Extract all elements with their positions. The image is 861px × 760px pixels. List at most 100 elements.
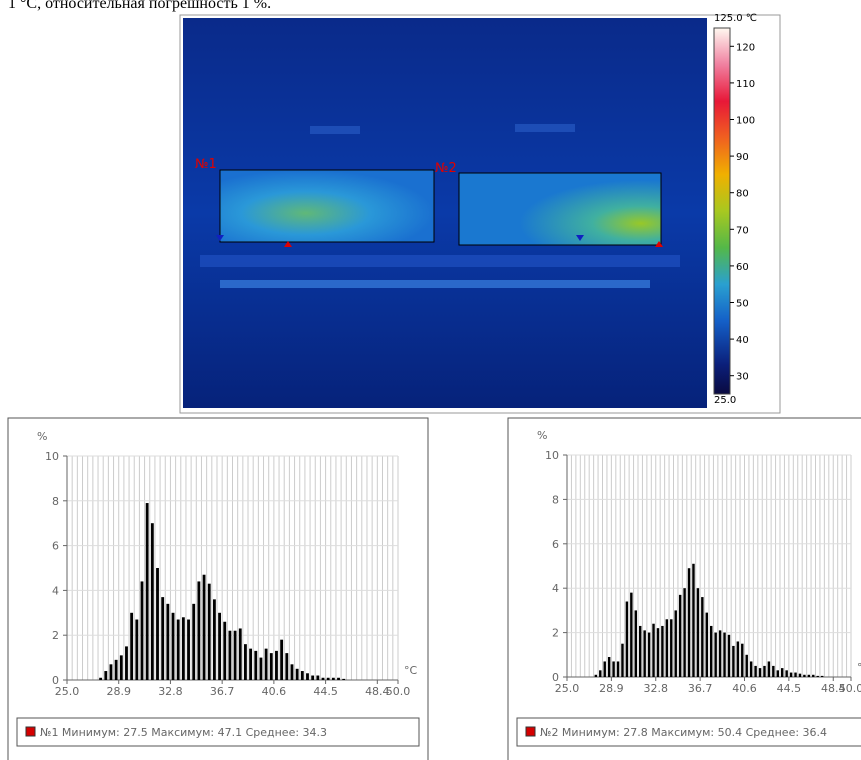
- bar: [678, 594, 682, 677]
- bar: [754, 665, 757, 677]
- bar: [652, 623, 655, 677]
- scale-tick-label: 110: [736, 79, 755, 90]
- bar: [767, 661, 771, 677]
- scale-min: 25.0: [714, 395, 736, 406]
- legend-box: [516, 717, 861, 747]
- bar: [758, 668, 762, 677]
- bar: [337, 677, 340, 680]
- bar: [616, 661, 620, 677]
- x-tick-label: 32.8: [644, 682, 669, 695]
- scale-tick-label: 70: [736, 225, 749, 236]
- bar: [665, 619, 669, 677]
- caption: 1 °С, относительная погрешность 1 %.: [8, 0, 271, 12]
- legend-box: [16, 717, 420, 747]
- bar: [634, 610, 638, 677]
- scale-tick-label: 100: [736, 116, 755, 127]
- bar: [625, 601, 629, 677]
- y-tick-label: 4: [552, 582, 559, 595]
- bar: [621, 643, 624, 677]
- bar: [705, 612, 709, 677]
- color-scale: [713, 27, 731, 395]
- bar: [218, 612, 221, 680]
- bar: [269, 653, 273, 680]
- bar: [718, 630, 722, 677]
- bar: [794, 672, 797, 677]
- bar: [807, 674, 811, 677]
- scale-tick-label: 50: [736, 299, 749, 310]
- chart-frame: [7, 417, 429, 760]
- bar: [150, 523, 154, 680]
- bar: [311, 675, 315, 680]
- reflection: [515, 124, 575, 132]
- x-tick-label: 50.0: [839, 682, 861, 695]
- scale-max: 125.0 ℃: [714, 13, 757, 24]
- bar: [594, 674, 598, 677]
- legend-text: №1 Минимум: 27.5 Максимум: 47.1 Среднее:…: [40, 726, 327, 739]
- bar: [300, 671, 304, 680]
- y-tick-label: 2: [52, 629, 59, 642]
- bar: [249, 648, 253, 680]
- bar: [683, 588, 686, 677]
- bar: [603, 661, 606, 677]
- bar: [156, 568, 159, 680]
- x-tick-label: 32.8: [158, 685, 183, 698]
- legend-text: №2 Минимум: 27.8 Максимум: 50.4 Среднее:…: [540, 726, 827, 739]
- region-label: №2: [435, 161, 457, 176]
- bar: [264, 648, 268, 680]
- legend-swatch: [25, 726, 36, 737]
- bar: [709, 625, 713, 677]
- scale-tick-label: 80: [736, 189, 749, 200]
- scale-tick-label: 60: [736, 262, 749, 273]
- bar: [212, 599, 216, 680]
- x-tick-label: 44.5: [777, 682, 802, 695]
- bar: [316, 675, 320, 680]
- x-tick-label: 25.0: [55, 685, 80, 698]
- bar: [714, 632, 717, 677]
- max-marker: [655, 241, 663, 247]
- bar: [656, 628, 660, 677]
- bar: [780, 668, 784, 677]
- bar: [670, 619, 673, 677]
- bar: [176, 619, 180, 680]
- bar: [295, 668, 299, 680]
- x-axis-label: °C: [857, 661, 861, 674]
- x-tick-label: 36.7: [688, 682, 713, 695]
- bar: [109, 664, 113, 680]
- x-tick-label: 36.7: [210, 685, 235, 698]
- bar: [259, 657, 263, 680]
- x-axis-label: °C: [404, 664, 418, 677]
- bar: [197, 581, 201, 680]
- bar: [223, 621, 227, 680]
- bar: [290, 664, 294, 680]
- bar: [166, 603, 170, 680]
- bar: [727, 634, 731, 677]
- y-tick-label: 6: [552, 538, 559, 551]
- bar: [244, 644, 247, 680]
- x-tick-label: 48.4: [365, 685, 390, 698]
- bar: [140, 581, 144, 680]
- max-marker: [284, 241, 292, 247]
- x-tick-label: 40.6: [732, 682, 757, 695]
- bar: [763, 665, 766, 677]
- bar: [612, 661, 615, 677]
- bar: [228, 630, 232, 680]
- bar: [207, 583, 211, 680]
- bar: [661, 625, 664, 677]
- bar: [736, 641, 740, 677]
- reflection: [200, 255, 680, 267]
- bar: [326, 677, 330, 680]
- bar: [776, 670, 780, 677]
- bar: [280, 639, 284, 680]
- bar: [187, 619, 190, 680]
- bar: [233, 630, 237, 680]
- bar: [741, 643, 744, 677]
- bar: [171, 612, 175, 680]
- bar: [275, 650, 278, 680]
- bar: [630, 592, 633, 677]
- bar: [130, 612, 134, 680]
- bar: [687, 568, 691, 677]
- bar: [331, 677, 335, 680]
- y-tick-label: 6: [52, 540, 59, 553]
